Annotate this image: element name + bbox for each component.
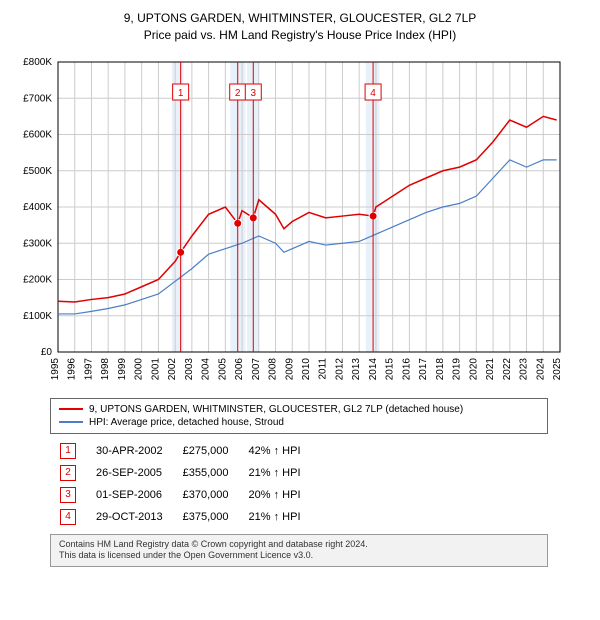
svg-text:1995: 1995: [50, 357, 61, 380]
sale-pct: 21% ↑ HPI: [239, 462, 311, 484]
svg-text:2011: 2011: [318, 357, 329, 379]
address-title: 9, UPTONS GARDEN, WHITMINSTER, GLOUCESTE…: [10, 10, 590, 27]
sale-date: 01-SEP-2006: [86, 484, 173, 506]
svg-text:2: 2: [235, 88, 241, 99]
chart-subtitle: Price paid vs. HM Land Registry's House …: [10, 27, 590, 44]
svg-text:2022: 2022: [502, 357, 513, 380]
svg-text:2016: 2016: [401, 357, 412, 380]
svg-text:1998: 1998: [100, 357, 111, 380]
chart-header: 9, UPTONS GARDEN, WHITMINSTER, GLOUCESTE…: [10, 10, 590, 44]
svg-text:2023: 2023: [519, 357, 530, 380]
svg-text:£200K: £200K: [23, 274, 52, 285]
svg-text:£700K: £700K: [23, 93, 52, 104]
svg-text:2019: 2019: [452, 357, 463, 380]
svg-text:2012: 2012: [334, 357, 345, 380]
svg-text:1: 1: [178, 88, 184, 99]
svg-text:4: 4: [370, 88, 376, 99]
svg-text:2020: 2020: [468, 357, 479, 380]
svg-text:2013: 2013: [351, 357, 362, 380]
svg-text:1997: 1997: [83, 357, 94, 380]
legend: 9, UPTONS GARDEN, WHITMINSTER, GLOUCESTE…: [50, 398, 548, 434]
svg-text:2014: 2014: [368, 357, 379, 380]
svg-text:2024: 2024: [535, 357, 546, 380]
sale-price: £275,000: [173, 440, 239, 462]
chart-area: £0 £100K £200K £300K £400K £500K £600K £700K £80…: [10, 52, 590, 392]
legend-swatch: [59, 408, 83, 410]
table-row: 1 30-APR-2002£275,00042% ↑ HPI: [50, 440, 311, 462]
svg-text:2025: 2025: [552, 357, 563, 380]
sale-marker: 4: [60, 509, 76, 525]
svg-text:£500K: £500K: [23, 165, 52, 176]
svg-text:2007: 2007: [251, 357, 262, 380]
sale-date: 29-OCT-2013: [86, 506, 173, 528]
sale-marker: 2: [60, 465, 76, 481]
sale-price: £375,000: [173, 506, 239, 528]
legend-item: 9, UPTONS GARDEN, WHITMINSTER, GLOUCESTE…: [59, 403, 539, 416]
sales-table: 1 30-APR-2002£275,00042% ↑ HPI 2 26-SEP-200…: [50, 440, 311, 528]
sale-pct: 21% ↑ HPI: [239, 506, 311, 528]
svg-text:2006: 2006: [234, 357, 245, 380]
table-row: 3 01-SEP-2006£370,00020% ↑ HPI: [50, 484, 311, 506]
svg-text:2001: 2001: [150, 357, 161, 380]
svg-text:£800K: £800K: [23, 57, 52, 68]
legend-label: 9, UPTONS GARDEN, WHITMINSTER, GLOUCESTE…: [89, 404, 463, 415]
sale-date: 30-APR-2002: [86, 440, 173, 462]
footer-line: Contains HM Land Registry data © Crown c…: [59, 539, 539, 551]
svg-text:2009: 2009: [284, 357, 295, 380]
svg-text:2010: 2010: [301, 357, 312, 380]
svg-text:£0: £0: [41, 347, 53, 358]
svg-text:£300K: £300K: [23, 238, 52, 249]
price-chart: £0 £100K £200K £300K £400K £500K £600K £700K £80…: [10, 52, 570, 392]
sale-price: £370,000: [173, 484, 239, 506]
svg-text:2000: 2000: [134, 357, 145, 380]
table-row: 2 26-SEP-2005£355,00021% ↑ HPI: [50, 462, 311, 484]
legend-label: HPI: Average price, detached house, Stro…: [89, 417, 284, 428]
svg-text:1999: 1999: [117, 357, 128, 380]
sale-pct: 42% ↑ HPI: [239, 440, 311, 462]
svg-text:£600K: £600K: [23, 129, 52, 140]
svg-text:2018: 2018: [435, 357, 446, 380]
svg-text:2002: 2002: [167, 357, 178, 380]
svg-text:2017: 2017: [418, 357, 429, 380]
sale-marker: 1: [60, 443, 76, 459]
svg-text:£100K: £100K: [23, 310, 52, 321]
svg-text:3: 3: [250, 88, 256, 99]
svg-text:2003: 2003: [184, 357, 195, 380]
footer-attribution: Contains HM Land Registry data © Crown c…: [50, 534, 548, 567]
svg-text:2008: 2008: [268, 357, 279, 380]
legend-item: HPI: Average price, detached house, Stro…: [59, 416, 539, 429]
sale-marker: 3: [60, 487, 76, 503]
svg-text:2021: 2021: [485, 357, 496, 380]
sale-date: 26-SEP-2005: [86, 462, 173, 484]
table-row: 4 29-OCT-2013£375,00021% ↑ HPI: [50, 506, 311, 528]
footer-line: This data is licensed under the Open Gov…: [59, 550, 539, 562]
sale-price: £355,000: [173, 462, 239, 484]
legend-swatch: [59, 421, 83, 423]
svg-text:2015: 2015: [385, 357, 396, 380]
svg-text:2004: 2004: [201, 357, 212, 380]
svg-text:1996: 1996: [67, 357, 78, 380]
svg-text:£400K: £400K: [23, 202, 52, 213]
svg-text:2005: 2005: [217, 357, 228, 380]
sale-pct: 20% ↑ HPI: [239, 484, 311, 506]
